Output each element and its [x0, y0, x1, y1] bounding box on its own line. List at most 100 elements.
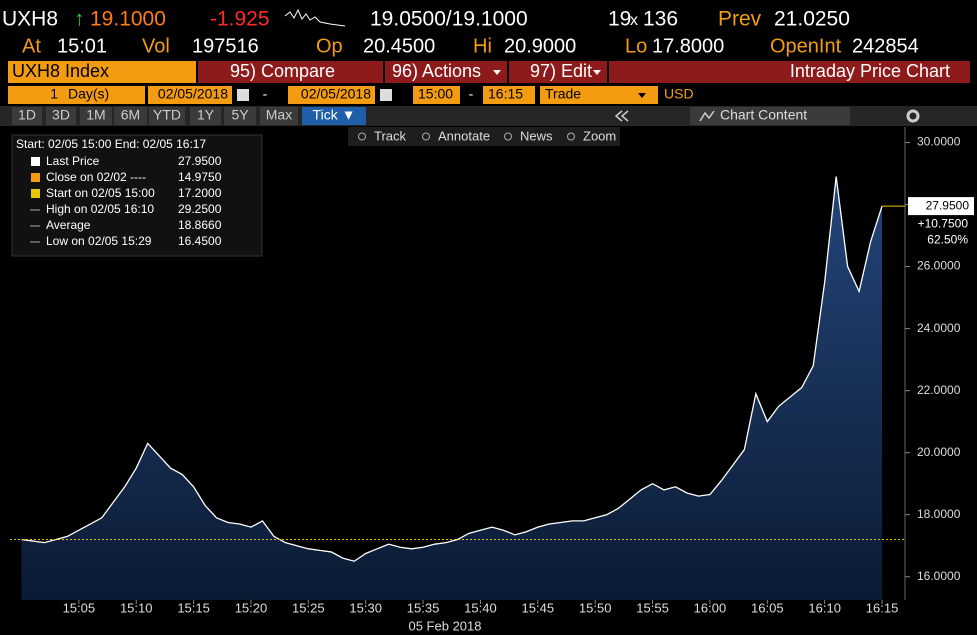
period-label[interactable]: Max	[266, 107, 292, 123]
field[interactable]: Trade	[545, 86, 581, 102]
separator: -	[263, 86, 268, 102]
x-tick-label: 16:15	[866, 600, 899, 615]
x-tick-label: 15:45	[522, 600, 555, 615]
page-title: Intraday Price Chart	[790, 61, 950, 81]
bid-size: 19	[608, 8, 631, 31]
period-label[interactable]: 1Y	[197, 107, 215, 123]
stat-label: Vol	[142, 35, 170, 57]
ticker: UXH8	[2, 8, 58, 31]
start-time[interactable]: 15:00	[418, 86, 453, 102]
y-tick-label: 24.0000	[917, 321, 961, 335]
end-date[interactable]: 02/05/2018	[301, 86, 371, 102]
y-tick-label: 22.0000	[917, 383, 961, 397]
legend-value: 18.8660	[178, 218, 222, 232]
tool[interactable]: News	[520, 128, 553, 143]
legend-name: Close on 02/02 ----	[46, 170, 146, 184]
time-box[interactable]	[413, 86, 460, 104]
ask-size: 136	[643, 8, 678, 31]
menu-button[interactable]	[198, 61, 383, 83]
period-button[interactable]	[114, 107, 147, 125]
period-label[interactable]: YTD	[153, 107, 181, 123]
sparkline	[284, 8, 346, 27]
date-box[interactable]	[148, 86, 232, 104]
period-label[interactable]: 5Y	[231, 107, 249, 123]
menu-button[interactable]	[509, 61, 607, 83]
tool-icon	[358, 132, 366, 141]
legend-value: 17.2000	[178, 186, 222, 200]
size-sep: x	[630, 12, 638, 29]
date-box[interactable]	[288, 86, 375, 104]
dropdown-arrow	[493, 70, 501, 75]
end-time[interactable]: 16:15	[488, 86, 523, 102]
last-price-tag	[908, 197, 974, 216]
title-bar	[609, 61, 970, 83]
time-box[interactable]	[483, 86, 535, 104]
period-label[interactable]: 6M	[121, 107, 140, 123]
period-button[interactable]	[302, 107, 366, 125]
tools-bar	[348, 127, 620, 146]
stat-label: Lo	[625, 35, 647, 57]
period-label[interactable]: Tick ▼	[313, 107, 356, 123]
legend-value: 14.9750	[178, 170, 222, 184]
y-tick-label: 16.0000	[917, 569, 961, 583]
prev-label: Prev	[718, 8, 762, 31]
legend-value: 27.9500	[178, 154, 222, 168]
y-tick-label: 18.0000	[917, 507, 961, 521]
chart-content[interactable]: Chart Content	[720, 107, 807, 123]
days-box[interactable]	[8, 86, 145, 104]
cal-icon[interactable]	[380, 89, 392, 101]
legend-name: Start on 02/05 15:00	[46, 186, 155, 200]
menu-item[interactable]: 97) Edit	[530, 61, 592, 81]
period-button[interactable]	[224, 107, 256, 125]
x-tick-label: 16:00	[694, 600, 727, 615]
stat-value: 197516	[192, 35, 259, 57]
legend-range: Start: 02/05 15:00 End: 02/05 16:17	[16, 137, 206, 151]
x-tick-label: 16:10	[808, 600, 841, 615]
security-box[interactable]	[8, 61, 196, 83]
legend-name: Last Price	[46, 154, 100, 168]
menu-button[interactable]	[385, 61, 507, 83]
period-label[interactable]: 1D	[18, 107, 36, 123]
tool-icon	[422, 132, 430, 141]
change-label: 62.50%	[927, 232, 968, 246]
legend-swatch	[31, 173, 40, 182]
period-label[interactable]: 1M	[86, 107, 105, 123]
x-tick-label: 15:50	[579, 600, 612, 615]
menu-item[interactable]: 95) Compare	[230, 61, 335, 81]
period-button[interactable]	[149, 107, 185, 125]
start-date[interactable]: 02/05/2018	[158, 86, 228, 102]
legend-name: High on 02/05 16:10	[46, 202, 154, 216]
price-area	[21, 176, 883, 601]
x-axis-label: 05 Feb 2018	[408, 618, 481, 633]
bid-ask: 19.0500/19.1000	[370, 8, 528, 31]
security[interactable]: UXH8 Index	[12, 61, 109, 81]
period-button[interactable]	[190, 107, 221, 125]
last-price: 19.1000	[90, 8, 166, 31]
period-button[interactable]	[80, 107, 112, 125]
period-button[interactable]	[12, 107, 42, 125]
field-box[interactable]	[540, 86, 658, 104]
cal-icon[interactable]	[237, 89, 249, 101]
legend-name: Average	[46, 218, 91, 232]
collapse-icon[interactable]	[614, 110, 629, 122]
change-label: +10.7500	[918, 216, 969, 230]
tool[interactable]: Track	[374, 128, 407, 143]
price-line	[21, 176, 883, 562]
days-unit[interactable]: Day(s)	[68, 86, 109, 102]
legend-value: 29.2500	[178, 202, 222, 216]
chart-content-button[interactable]	[690, 107, 850, 125]
x-tick-label: 15:20	[235, 600, 268, 615]
period-button[interactable]	[46, 107, 76, 125]
stat-value: 15:01	[57, 35, 107, 57]
settings-icon[interactable]	[906, 109, 920, 123]
tool[interactable]: Zoom	[583, 128, 616, 143]
menu-item[interactable]: 96) Actions	[392, 61, 481, 81]
tool[interactable]: Annotate	[438, 128, 490, 143]
period-button[interactable]	[260, 107, 298, 125]
period-label[interactable]: 3D	[52, 107, 70, 123]
days[interactable]: 1	[50, 86, 58, 102]
x-tick-label: 15:55	[636, 600, 669, 615]
stat-label: Op	[316, 35, 343, 57]
legend-swatch	[31, 189, 40, 198]
